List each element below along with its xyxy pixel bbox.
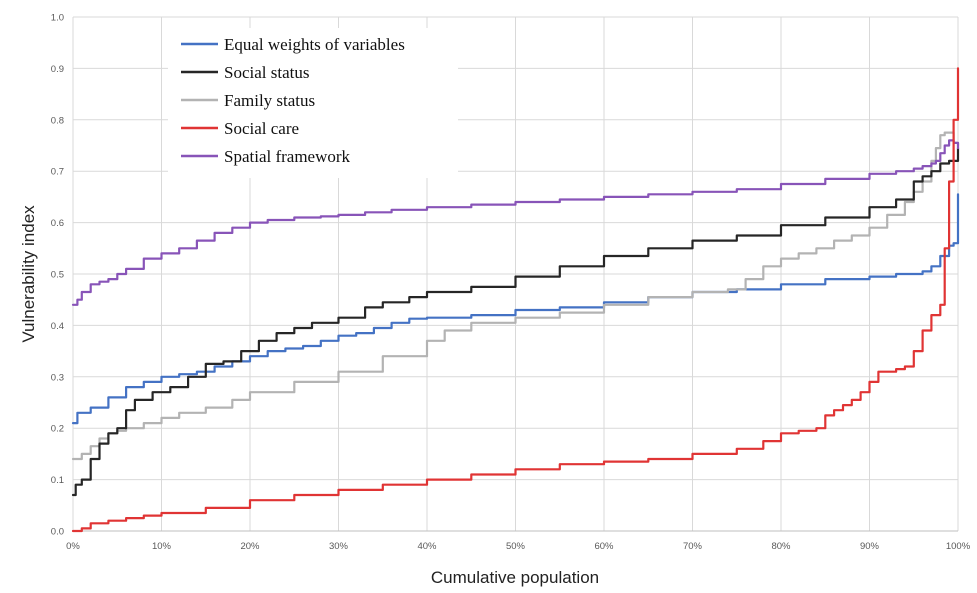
- legend-entry-label: Social care: [224, 119, 299, 138]
- x-tick-label: 0%: [66, 541, 80, 552]
- legend-entry-label: Social status: [224, 63, 309, 82]
- series-line-social-status: [71, 147, 960, 497]
- legend: Equal weights of variables Social status F…: [168, 28, 458, 178]
- x-tick-label: 60%: [594, 541, 614, 552]
- x-tick-label: 30%: [329, 541, 349, 552]
- series-line-equal-weights-of-variables: [71, 193, 960, 425]
- x-tick-labels: 0% 10% 20% 30% 40% 50% 60% 70% 80% 90% 100%: [66, 541, 971, 552]
- series-line-family-status: [71, 131, 960, 461]
- legend-entry-label: Family status: [224, 91, 315, 110]
- y-tick-label: 0.1: [51, 475, 64, 486]
- x-tick-label: 40%: [417, 541, 437, 552]
- x-axis-title: Cumulative population: [431, 568, 599, 587]
- series-lines: [71, 67, 960, 533]
- y-tick-label: 0.4: [51, 321, 64, 332]
- x-tick-label: 10%: [152, 541, 172, 552]
- y-tick-labels: 0.0 0.1 0.2 0.3 0.4 0.5 0.6 0.7 0.8 0.9 1.0: [51, 13, 64, 538]
- y-axis-title: Vulnerability index: [19, 205, 38, 343]
- x-tick-label: 90%: [860, 541, 880, 552]
- y-tick-label: 0.5: [51, 270, 64, 281]
- legend-background: [168, 28, 458, 178]
- series-line-spatial-framework: [71, 139, 960, 306]
- x-tick-label: 20%: [240, 541, 260, 552]
- x-tick-label: 70%: [683, 541, 703, 552]
- y-tick-label: 0.2: [51, 424, 64, 435]
- y-tick-label: 1.0: [51, 13, 64, 24]
- y-tick-label: 0.0: [51, 527, 64, 538]
- x-tick-label: 100%: [946, 541, 971, 552]
- y-tick-label: 0.7: [51, 167, 64, 178]
- series-line-social-care: [71, 67, 960, 533]
- y-tick-label: 0.3: [51, 372, 64, 383]
- y-tick-label: 0.6: [51, 218, 64, 229]
- y-tick-label: 0.8: [51, 115, 64, 126]
- gridlines: [72, 16, 959, 532]
- x-tick-label: 50%: [506, 541, 526, 552]
- y-tick-label: 0.9: [51, 64, 64, 75]
- legend-entry-label: Spatial framework: [224, 147, 351, 166]
- x-tick-label: 80%: [771, 541, 791, 552]
- legend-entry-label: Equal weights of variables: [224, 35, 405, 54]
